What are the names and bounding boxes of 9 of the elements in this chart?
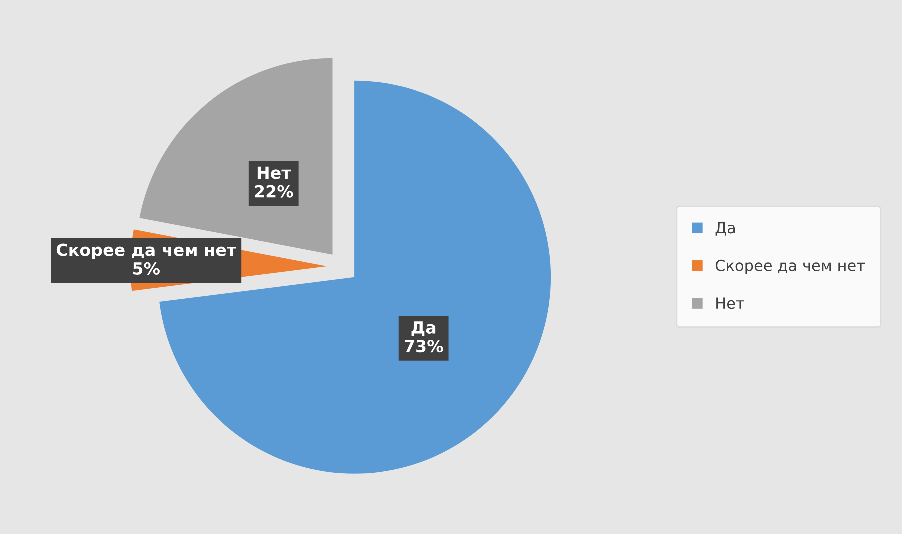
data-label: 5% bbox=[133, 262, 160, 275]
legend-label: Да bbox=[716, 222, 735, 236]
data-label: 22% bbox=[255, 185, 294, 198]
slice-label: Нет bbox=[258, 166, 292, 180]
slice-label: Скорее да чем нет bbox=[56, 244, 237, 260]
legend-label: Скорее да чем нет bbox=[716, 260, 866, 274]
slice-label: Да bbox=[412, 322, 436, 336]
data-label: 73% bbox=[405, 340, 444, 353]
legend-label: Нет bbox=[716, 298, 744, 310]
